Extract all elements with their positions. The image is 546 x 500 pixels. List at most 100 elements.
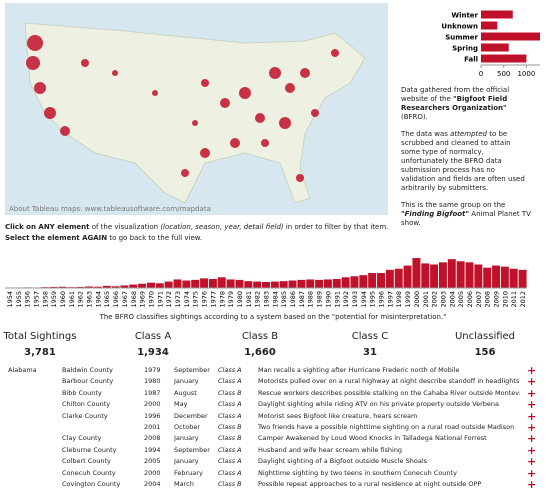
bar[interactable]	[253, 281, 262, 288]
table-cell: Clarke County	[62, 411, 108, 420]
bar[interactable]	[474, 264, 483, 288]
bar[interactable]	[191, 279, 200, 288]
instruction-line: Click on ANY element of the visualizatio…	[5, 222, 535, 233]
bar[interactable]	[164, 281, 173, 288]
bar[interactable]	[359, 275, 368, 288]
bar[interactable]	[332, 279, 341, 288]
expand-icon[interactable]: +	[527, 375, 537, 389]
expand-icon[interactable]: +	[527, 421, 537, 434]
bar[interactable]	[58, 286, 67, 288]
kpi-value: 1,660	[244, 347, 276, 358]
bar[interactable]	[102, 285, 111, 288]
bar[interactable]	[297, 279, 306, 288]
x-tick-label: 2009	[493, 291, 501, 308]
x-tick-label: 1982	[254, 291, 262, 308]
bar[interactable]	[483, 267, 492, 288]
expand-icon[interactable]: +	[527, 455, 537, 469]
bar[interactable]	[138, 283, 147, 288]
kpi-label: Total Sightings	[3, 331, 77, 342]
bar[interactable]	[481, 10, 513, 19]
bar[interactable]	[403, 265, 412, 288]
x-tick-label: 1977	[209, 291, 217, 308]
bar[interactable]	[421, 263, 430, 288]
x-tick-label: 1957	[32, 291, 40, 308]
bar[interactable]	[385, 269, 394, 288]
bar[interactable]	[377, 273, 385, 288]
bar[interactable]	[481, 21, 498, 30]
expand-icon[interactable]: +	[527, 443, 537, 457]
bar[interactable]	[262, 282, 270, 288]
bar[interactable]	[120, 285, 129, 288]
bar[interactable]	[412, 258, 421, 288]
bar[interactable]	[509, 268, 518, 288]
bar[interactable]	[235, 279, 244, 288]
bar[interactable]	[111, 286, 120, 288]
bar[interactable]	[465, 262, 474, 288]
table-cell: December	[174, 411, 208, 420]
bar[interactable]	[350, 276, 359, 288]
bar[interactable]	[226, 279, 235, 288]
bar[interactable]	[49, 286, 58, 288]
info-paragraph: This is the same group on the "Finding B…	[401, 201, 531, 228]
table-cell: October	[174, 423, 201, 431]
bar[interactable]	[147, 282, 155, 288]
bar[interactable]	[279, 281, 288, 288]
bar[interactable]	[518, 269, 527, 288]
bar[interactable]	[93, 286, 102, 288]
bar[interactable]	[217, 277, 226, 288]
expand-icon[interactable]: +	[527, 386, 537, 400]
bar[interactable]	[244, 281, 253, 288]
bar[interactable]	[129, 284, 138, 288]
bar[interactable]	[288, 280, 297, 288]
bar[interactable]	[182, 280, 191, 288]
x-tick-label: 1975	[192, 291, 200, 308]
bar[interactable]	[306, 279, 315, 288]
bar[interactable]	[315, 279, 324, 288]
instruction-line: Select the element AGAIN to go back to t…	[5, 233, 535, 244]
bar[interactable]	[270, 281, 279, 288]
kpi: Total Sightings 3,781	[0, 331, 85, 358]
bar[interactable]	[208, 279, 217, 288]
bar[interactable]	[85, 286, 94, 288]
bar[interactable]	[500, 266, 509, 288]
bar[interactable]	[430, 264, 439, 288]
expand-icon[interactable]: +	[527, 364, 537, 377]
expand-icon[interactable]: +	[527, 466, 537, 480]
bar[interactable]	[481, 32, 540, 41]
info-text: Animal Planet TV show.	[401, 210, 531, 227]
table-cell: Barbour County	[62, 377, 114, 386]
bar[interactable]	[173, 279, 182, 288]
bar[interactable]	[368, 273, 377, 288]
x-tick-label: 1983	[263, 291, 271, 308]
bar[interactable]	[492, 265, 501, 288]
bar[interactable]	[155, 283, 164, 288]
expand-icon[interactable]: +	[527, 432, 537, 446]
table-cell: Colbert County	[62, 457, 111, 466]
bar[interactable]	[76, 286, 85, 288]
table-cell: Daylight sighting of a Bigfoot outside M…	[258, 457, 428, 466]
bar[interactable]	[438, 262, 447, 288]
expand-icon[interactable]: +	[527, 478, 537, 491]
map-credit: About Tableau maps: www.tableausoftware.…	[9, 205, 211, 213]
x-tick-label: 1986	[289, 291, 297, 308]
kpi: Class A 1,934	[108, 331, 198, 358]
bar[interactable]	[481, 43, 509, 52]
bar[interactable]	[323, 279, 332, 288]
year-chart[interactable]: 1954 1955 1956 1957 1958 1959 1960 1961 1962 1963…	[5, 255, 527, 313]
bar[interactable]	[447, 259, 456, 288]
table-cell: 2000	[144, 468, 161, 477]
table-cell: Motorist sees Bigfoot like creature, hea…	[258, 411, 418, 420]
expand-icon[interactable]: +	[527, 398, 537, 412]
bar[interactable]	[200, 278, 209, 288]
map[interactable]: About Tableau maps: www.tableausoftware.…	[5, 3, 388, 215]
expand-icon[interactable]: +	[527, 409, 537, 423]
table-cell: January	[174, 434, 199, 443]
bar[interactable]	[481, 54, 527, 63]
bar[interactable]	[341, 277, 350, 288]
bar[interactable]	[394, 268, 403, 288]
bar[interactable]	[456, 261, 465, 288]
table-cell: Class A	[218, 400, 242, 409]
kpi: Class B 1,660	[215, 331, 305, 358]
